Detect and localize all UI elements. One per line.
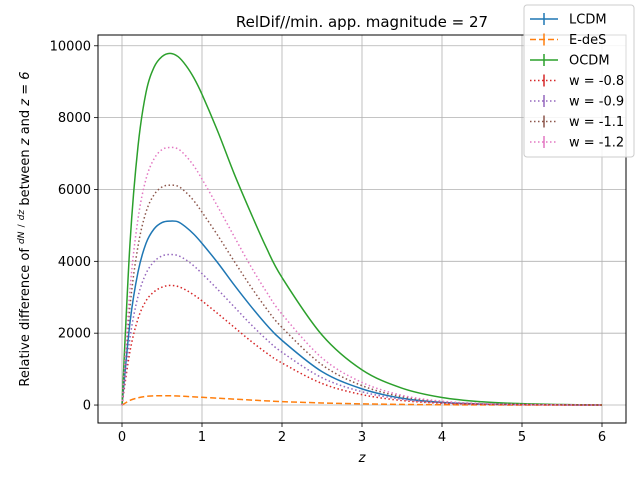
- legend-label-lcdm: LCDM: [569, 13, 607, 28]
- y-label-z: z: [18, 137, 33, 146]
- x-tick-label: 5: [518, 430, 526, 445]
- ticks: 0 1 2 3 4 5 6 0 2000 4000 6000 8000 10000: [50, 39, 607, 445]
- series-layer: [121, 52, 603, 406]
- y-label-eq: z = 6: [18, 71, 33, 106]
- y-tick-label: 2000: [58, 327, 91, 342]
- x-tick-label: 3: [358, 430, 366, 445]
- y-tick-label: 6000: [58, 183, 91, 198]
- y-label-mid: between: [18, 145, 33, 205]
- legend-label-ocdm: OCDM: [569, 54, 610, 69]
- x-tick-label: 1: [198, 430, 206, 445]
- legend-label-w-1-2: w = -1.2: [569, 136, 624, 151]
- x-axis-label: z: [358, 451, 367, 466]
- y-tick-label: 10000: [50, 39, 91, 54]
- legend-box: [523, 4, 635, 158]
- chart-title: RelDif//min. app. magnitude = 27: [236, 13, 488, 31]
- legend-label-w-1-1: w = -1.1: [569, 115, 624, 130]
- svg-text:Relative difference of: Relative difference of dN / dz between z…: [13, 71, 33, 386]
- y-label-frac: dN: [17, 231, 27, 244]
- series-line-w-0-8: [121, 284, 603, 406]
- y-tick-label: 4000: [58, 255, 91, 270]
- legend-label-w-0-9: w = -0.9: [569, 95, 624, 110]
- y-label-frac-den: dz: [17, 209, 27, 220]
- x-tick-label: 2: [278, 430, 286, 445]
- x-tick-label: 6: [598, 430, 606, 445]
- y-label-prefix: Relative difference of: [18, 244, 33, 387]
- series-line-ocdm: [121, 52, 603, 406]
- y-tick-label: 8000: [58, 111, 91, 126]
- y-label-and: and: [18, 106, 33, 135]
- series-line-e-des: [121, 394, 603, 406]
- y-label-frac-sep: /: [17, 223, 27, 227]
- y-tick-label: 0: [83, 399, 91, 414]
- legend: LCDM E-deS OCDM w = -0.8 w = -0.9 w = -1.1 w =…: [523, 4, 635, 158]
- legend-label-w-0-8: w = -0.8: [569, 74, 624, 89]
- y-axis-label: Relative difference of dN / dz between z…: [13, 71, 33, 386]
- x-tick-label: 0: [118, 430, 126, 445]
- legend-label-e-des: E-deS: [569, 33, 606, 48]
- x-tick-label: 4: [438, 430, 446, 445]
- series-line-w-1-2: [121, 146, 603, 406]
